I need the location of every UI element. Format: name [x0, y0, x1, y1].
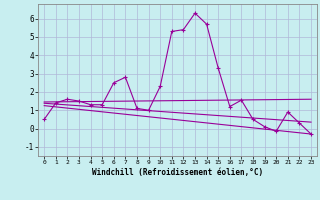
X-axis label: Windchill (Refroidissement éolien,°C): Windchill (Refroidissement éolien,°C): [92, 168, 263, 177]
